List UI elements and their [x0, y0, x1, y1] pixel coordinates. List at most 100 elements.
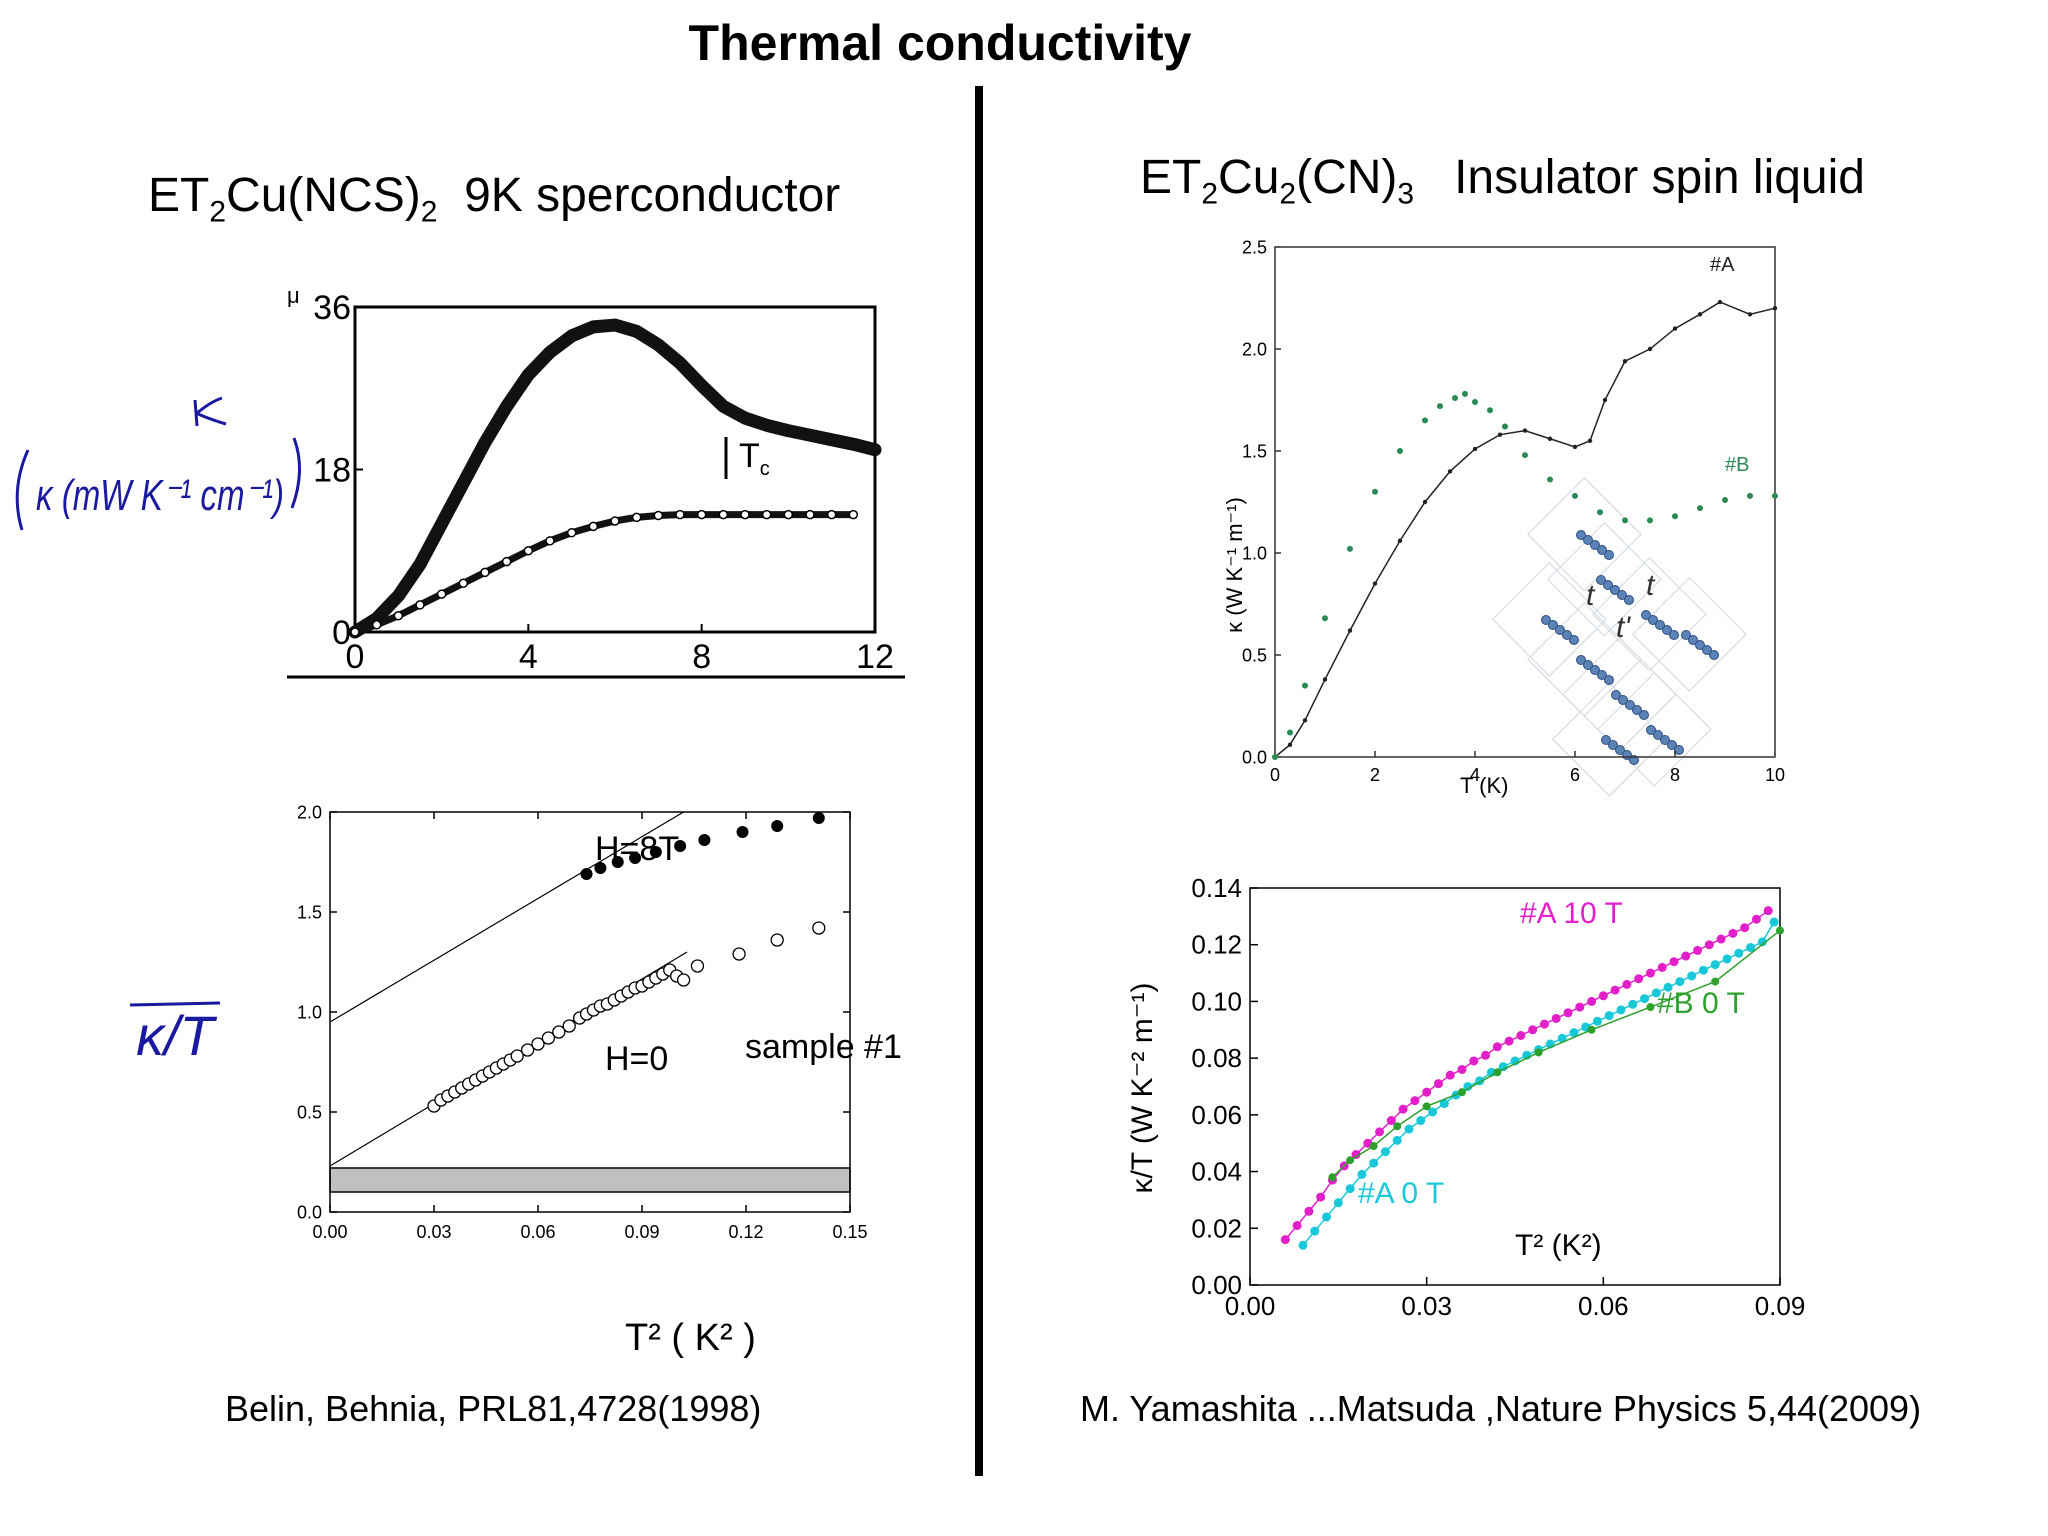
data-point-1	[1345, 1184, 1355, 1194]
data-point-1	[1439, 1099, 1449, 1109]
data-point-0	[1575, 1002, 1585, 1012]
lattice-atom	[1541, 615, 1551, 625]
data-point-b	[1462, 390, 1468, 397]
shaded-band	[329, 1167, 851, 1193]
data-point	[848, 509, 859, 520]
lattice-atom	[1576, 530, 1586, 540]
data-point-1	[1380, 1147, 1390, 1157]
data-point-1	[1557, 1033, 1567, 1043]
data-point-a	[1697, 312, 1703, 317]
right-heading-formula: ET2Cu2(CN)3	[1140, 151, 1415, 211]
data-point-2	[1493, 1068, 1502, 1077]
handwritten-units-text: κ (mW K⁻¹ cm⁻¹)	[36, 471, 284, 520]
data-point	[696, 509, 707, 520]
data-point-0	[1386, 1116, 1396, 1126]
data-point-1	[1734, 948, 1744, 958]
annotation-h0: H=0	[605, 1040, 668, 1078]
x-axis-label: T (K)	[1460, 773, 1508, 798]
data-point	[826, 509, 837, 520]
data-point-b	[1572, 492, 1578, 499]
series-label-b0t: #B 0 T	[1657, 987, 1745, 1020]
data-point-a	[1672, 326, 1678, 331]
chart-kappa-over-t-vs-t2-cn: T² (K²) κ/T (W K⁻² m⁻¹) #A 10 T #B 0 T #…	[1126, 873, 1806, 1321]
series-line-a	[1274, 301, 1776, 758]
lattice-atom	[1667, 740, 1677, 750]
x-tick-label: 0.09	[1755, 1291, 1806, 1321]
inset-label-t2: t	[1646, 569, 1656, 602]
data-point-0	[1716, 934, 1726, 944]
data-point	[545, 536, 555, 546]
data-point-h0	[510, 1049, 524, 1063]
data-point-h8t	[698, 834, 711, 846]
data-point-1	[1698, 965, 1708, 975]
data-point-b	[1452, 394, 1458, 401]
data-point-b	[1472, 399, 1478, 406]
data-point-0	[1481, 1050, 1491, 1060]
data-point-1	[1675, 977, 1685, 987]
data-point-b	[1772, 492, 1778, 499]
data-point-h0	[812, 921, 826, 935]
lattice-atom	[1610, 585, 1620, 595]
lattice-atom	[1590, 665, 1600, 675]
data-point-a	[1302, 718, 1308, 723]
x-tick-label: 8	[1670, 765, 1680, 785]
x-tick-label: 0.06	[1578, 1291, 1629, 1321]
x-tick-label: 6	[1570, 765, 1580, 785]
data-point-0	[1457, 1064, 1467, 1074]
data-point	[566, 527, 577, 538]
data-point-0	[1551, 1013, 1561, 1023]
data-point-b	[1622, 517, 1628, 524]
x-tick-label: 0.15	[832, 1222, 867, 1242]
data-point-0	[1587, 996, 1597, 1006]
data-point-b	[1487, 407, 1493, 414]
x-tick-label: 8	[692, 638, 711, 676]
data-point-0	[1410, 1096, 1420, 1106]
data-point-h8t	[629, 852, 642, 864]
lattice-atom	[1688, 635, 1698, 645]
lattice-atom	[1669, 630, 1679, 640]
lattice-atom	[1639, 710, 1649, 720]
y-tick-label: 0.5	[297, 1102, 322, 1122]
data-point-a	[1347, 628, 1353, 633]
data-point-2	[1328, 1173, 1337, 1182]
data-point-a	[1472, 446, 1478, 452]
data-point-2	[1646, 1003, 1655, 1012]
lattice-atom	[1655, 620, 1665, 630]
column-divider	[975, 86, 983, 1476]
data-point-a	[1497, 432, 1503, 437]
lattice-atom	[1583, 660, 1593, 670]
y-tick-label: 0.06	[1191, 1100, 1242, 1130]
data-point-1	[1404, 1124, 1414, 1134]
x-tick-label: 4	[519, 638, 538, 676]
data-point	[805, 509, 815, 520]
series-label-a: #A	[1710, 254, 1735, 276]
x-tick-label: 0.00	[1225, 1291, 1276, 1321]
y-tick-label: 0.02	[1191, 1213, 1242, 1243]
lattice-atom	[1590, 540, 1600, 550]
x-tick-label: 0.00	[312, 1222, 347, 1242]
lattice-atom	[1597, 670, 1607, 680]
data-point-b	[1302, 682, 1308, 689]
data-point-1	[1463, 1082, 1473, 1091]
data-point-h0	[531, 1037, 545, 1051]
data-point-0	[1375, 1127, 1385, 1137]
chart-kappa-vs-t-ncs: μ Tc 0 4 8 12 0 18 36	[287, 285, 905, 679]
x-tick-label: 0.06	[520, 1222, 555, 1242]
lattice-atom	[1709, 650, 1719, 660]
data-point-1	[1628, 999, 1638, 1009]
chart-kappa-over-t-vs-t2-ncs: H=8T H=0 sample #1 T² ( K² ) 0.00 0.03 0.0…	[297, 802, 902, 1359]
y-tick-label: 2.0	[297, 802, 322, 822]
data-point-0	[1634, 974, 1644, 984]
data-point	[436, 589, 447, 599]
data-point-1	[1569, 1028, 1579, 1038]
lattice-atom	[1555, 625, 1565, 635]
x-tick-label: 4	[1470, 765, 1480, 785]
fit-line-0	[329, 811, 684, 1023]
data-point-h8t	[771, 820, 784, 832]
data-point	[501, 556, 512, 567]
x-tick-label: 12	[856, 638, 894, 676]
data-point-h0	[562, 1019, 576, 1033]
data-point-a	[1747, 312, 1753, 317]
data-point-0	[1539, 1019, 1549, 1029]
series-label-b: #B	[1725, 454, 1749, 476]
